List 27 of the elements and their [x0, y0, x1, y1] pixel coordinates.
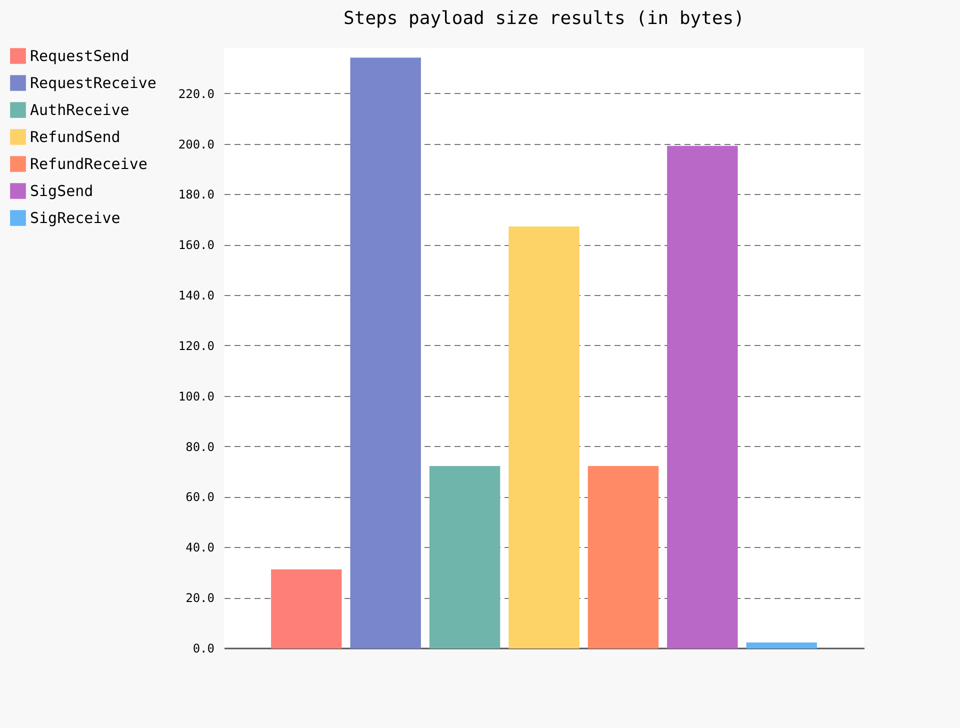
legend-label: SigReceive — [30, 209, 120, 227]
bar — [429, 466, 500, 648]
legend-label: RequestSend — [30, 47, 130, 65]
y-tick-label: 160.0 — [178, 238, 214, 252]
chart-title: Steps payload size results (in bytes) — [344, 8, 744, 29]
y-tick-label: 20.0 — [186, 591, 214, 606]
bar — [588, 466, 659, 648]
bar — [667, 146, 738, 648]
legend-label: AuthReceive — [30, 101, 130, 119]
legend-label: RefundSend — [30, 128, 120, 146]
y-tick-label: 0.0 — [192, 642, 214, 656]
y-tick-label: 200.0 — [178, 137, 214, 152]
y-tick-label: 120.0 — [178, 338, 214, 353]
y-tick-label: 220.0 — [178, 86, 214, 101]
y-tick-label: 100.0 — [178, 389, 214, 404]
y-tick-label: 80.0 — [186, 440, 214, 454]
legend-label: RefundReceive — [30, 155, 148, 173]
y-tick-label: 140.0 — [178, 288, 214, 303]
bar — [271, 569, 342, 648]
bar — [350, 58, 421, 648]
y-tick-label: 60.0 — [186, 490, 214, 504]
bar — [508, 226, 580, 648]
bar — [746, 642, 817, 648]
y-tick-label: 180.0 — [178, 188, 214, 202]
y-tick-label: 40.0 — [186, 540, 214, 555]
legend-label: SigSend — [30, 182, 94, 200]
legend-label: RequestReceive — [30, 74, 156, 92]
